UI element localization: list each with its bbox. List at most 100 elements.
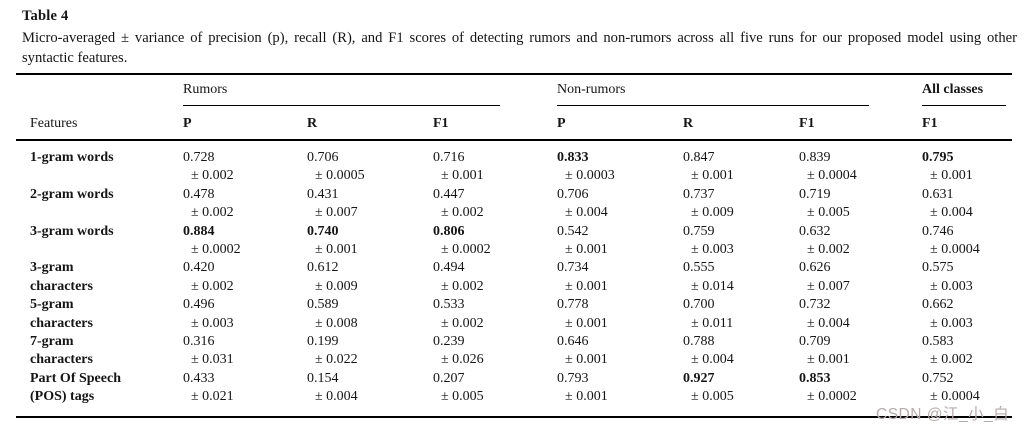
score-value: 0.589 [307, 297, 339, 313]
score-variance: ± 0.004 [691, 352, 734, 368]
score-cell: 0.839 ± 0.0004 [799, 140, 922, 186]
score-variance: ± 0.007 [315, 205, 358, 221]
score-value: 0.632 [799, 223, 831, 239]
score-variance: ± 0.004 [565, 205, 608, 221]
column-header-non-rumors-f1: F1 [799, 106, 923, 141]
score-cell: 0.853 ± 0.0002 [799, 369, 923, 418]
score-variance: ± 0.0002 [191, 242, 241, 258]
score-cell: 0.533 ± 0.002 [433, 296, 557, 333]
score-variance: ± 0.0005 [315, 168, 365, 184]
table-header: Rumors Non-rumors All classes Features P… [16, 73, 1013, 141]
score-cell: 0.420 ± 0.002 [183, 259, 307, 296]
score-variance: ± 0.002 [930, 352, 973, 368]
score-variance: ± 0.0004 [807, 168, 857, 184]
score-variance: ± 0.004 [930, 205, 973, 221]
score-variance: ± 0.001 [441, 168, 484, 184]
score-cell: 0.788 ± 0.004 [683, 333, 799, 370]
score-value: 0.700 [683, 297, 715, 313]
score-cell: 0.478 ± 0.002 [183, 186, 307, 223]
score-cell: 0.239 ± 0.026 [433, 333, 557, 370]
table-row: Part Of Speech (POS) tags 0.433 ± 0.021 0.15… [16, 369, 1013, 418]
column-header-rumors-p: P [183, 106, 307, 141]
score-variance: ± 0.001 [565, 315, 608, 331]
score-value: 0.728 [183, 150, 215, 165]
score-value: 0.433 [183, 370, 215, 386]
score-variance: ± 0.014 [691, 278, 734, 294]
score-value: 0.154 [307, 370, 339, 386]
score-value: 0.778 [557, 297, 589, 313]
score-value: 0.719 [799, 186, 831, 202]
score-cell: 0.496 ± 0.003 [183, 296, 307, 333]
feature-name-line: (POS) tags [30, 389, 95, 405]
score-cell: 0.709 ± 0.001 [799, 333, 922, 370]
score-cell: 0.806 ± 0.0002 [433, 223, 557, 260]
score-value: 0.927 [683, 370, 715, 386]
score-value: 0.542 [557, 223, 589, 239]
score-variance: ± 0.007 [807, 278, 850, 294]
feature-name: 2-gram words [16, 186, 183, 223]
score-variance: ± 0.001 [691, 168, 734, 184]
score-variance: ± 0.0002 [807, 389, 857, 405]
feature-name: 3-gram characters [16, 259, 183, 296]
score-value: 0.626 [799, 260, 831, 276]
score-value: 0.207 [433, 370, 465, 386]
score-variance: ± 0.005 [807, 205, 850, 221]
table-row: 3-gram words 0.884 ± 0.0002 0.740 ± 0.001 0.8… [16, 223, 1012, 260]
score-cell: 0.884 ± 0.0002 [183, 223, 307, 260]
score-variance: ± 0.001 [565, 278, 608, 294]
score-cell: 0.752 ± 0.0004 [922, 369, 1013, 418]
group-underline-rumors [183, 105, 500, 106]
score-cell: 0.719 ± 0.005 [799, 186, 922, 223]
column-header-features: Features [16, 106, 183, 141]
score-cell: 0.795 ± 0.001 [922, 140, 1012, 186]
score-cell: 0.433 ± 0.021 [183, 369, 307, 418]
score-variance: ± 0.008 [315, 315, 358, 331]
group-label-rumors: Rumors [183, 82, 228, 97]
column-header-row: Features P R F1 P R F1 F1 [16, 106, 1013, 141]
score-cell: 0.612 ± 0.009 [307, 259, 433, 296]
score-value: 0.431 [307, 186, 339, 202]
score-variance: ± 0.002 [441, 278, 484, 294]
score-value: 0.494 [433, 260, 465, 276]
score-cell: 0.542 ± 0.001 [557, 223, 683, 260]
group-header-all-classes: All classes [922, 73, 1013, 106]
score-variance: ± 0.003 [930, 315, 973, 331]
table-row: 7-gram characters 0.316 ± 0.031 0.199 ± 0.022… [16, 333, 1012, 370]
group-header-row: Rumors Non-rumors All classes [16, 73, 1013, 106]
score-cell: 0.646 ± 0.001 [557, 333, 683, 370]
score-value: 0.806 [433, 223, 465, 239]
score-variance: ± 0.001 [565, 352, 608, 368]
score-cell: 0.833 ± 0.0003 [557, 140, 683, 186]
score-variance: ± 0.003 [930, 278, 973, 294]
group-label-all-classes: All classes [922, 82, 984, 97]
score-cell: 0.737 ± 0.009 [683, 186, 799, 223]
score-cell: 0.555 ± 0.014 [683, 259, 799, 296]
score-value: 0.533 [433, 297, 465, 313]
feature-name-line: 1-gram words [30, 150, 114, 165]
score-value: 0.716 [433, 150, 465, 165]
feature-name-line: 2-gram words [30, 186, 114, 202]
score-cell: 0.732 ± 0.004 [799, 296, 922, 333]
feature-name-line: characters [30, 352, 93, 368]
score-value: 0.706 [307, 150, 339, 165]
score-value: 0.793 [557, 370, 589, 386]
score-variance: ± 0.026 [441, 352, 484, 368]
score-cell: 0.575 ± 0.003 [922, 259, 1012, 296]
score-value: 0.839 [799, 150, 831, 165]
group-underline-all-classes [922, 105, 1007, 106]
score-value: 0.420 [183, 260, 215, 276]
feature-name-line: 5-gram [30, 297, 74, 313]
score-value: 0.447 [433, 186, 465, 202]
score-cell: 0.927 ± 0.005 [683, 369, 800, 418]
score-value: 0.732 [799, 297, 831, 313]
score-variance: ± 0.004 [807, 315, 850, 331]
score-cell: 0.706 ± 0.004 [557, 186, 683, 223]
score-variance: ± 0.0003 [565, 168, 615, 184]
score-variance: ± 0.021 [191, 389, 234, 405]
score-cell: 0.632 ± 0.002 [799, 223, 922, 260]
score-variance: ± 0.003 [191, 315, 234, 331]
feature-name-line: 3-gram [30, 260, 74, 276]
score-value: 0.239 [433, 334, 465, 350]
score-value: 0.646 [557, 334, 589, 350]
score-variance: ± 0.002 [807, 242, 850, 258]
